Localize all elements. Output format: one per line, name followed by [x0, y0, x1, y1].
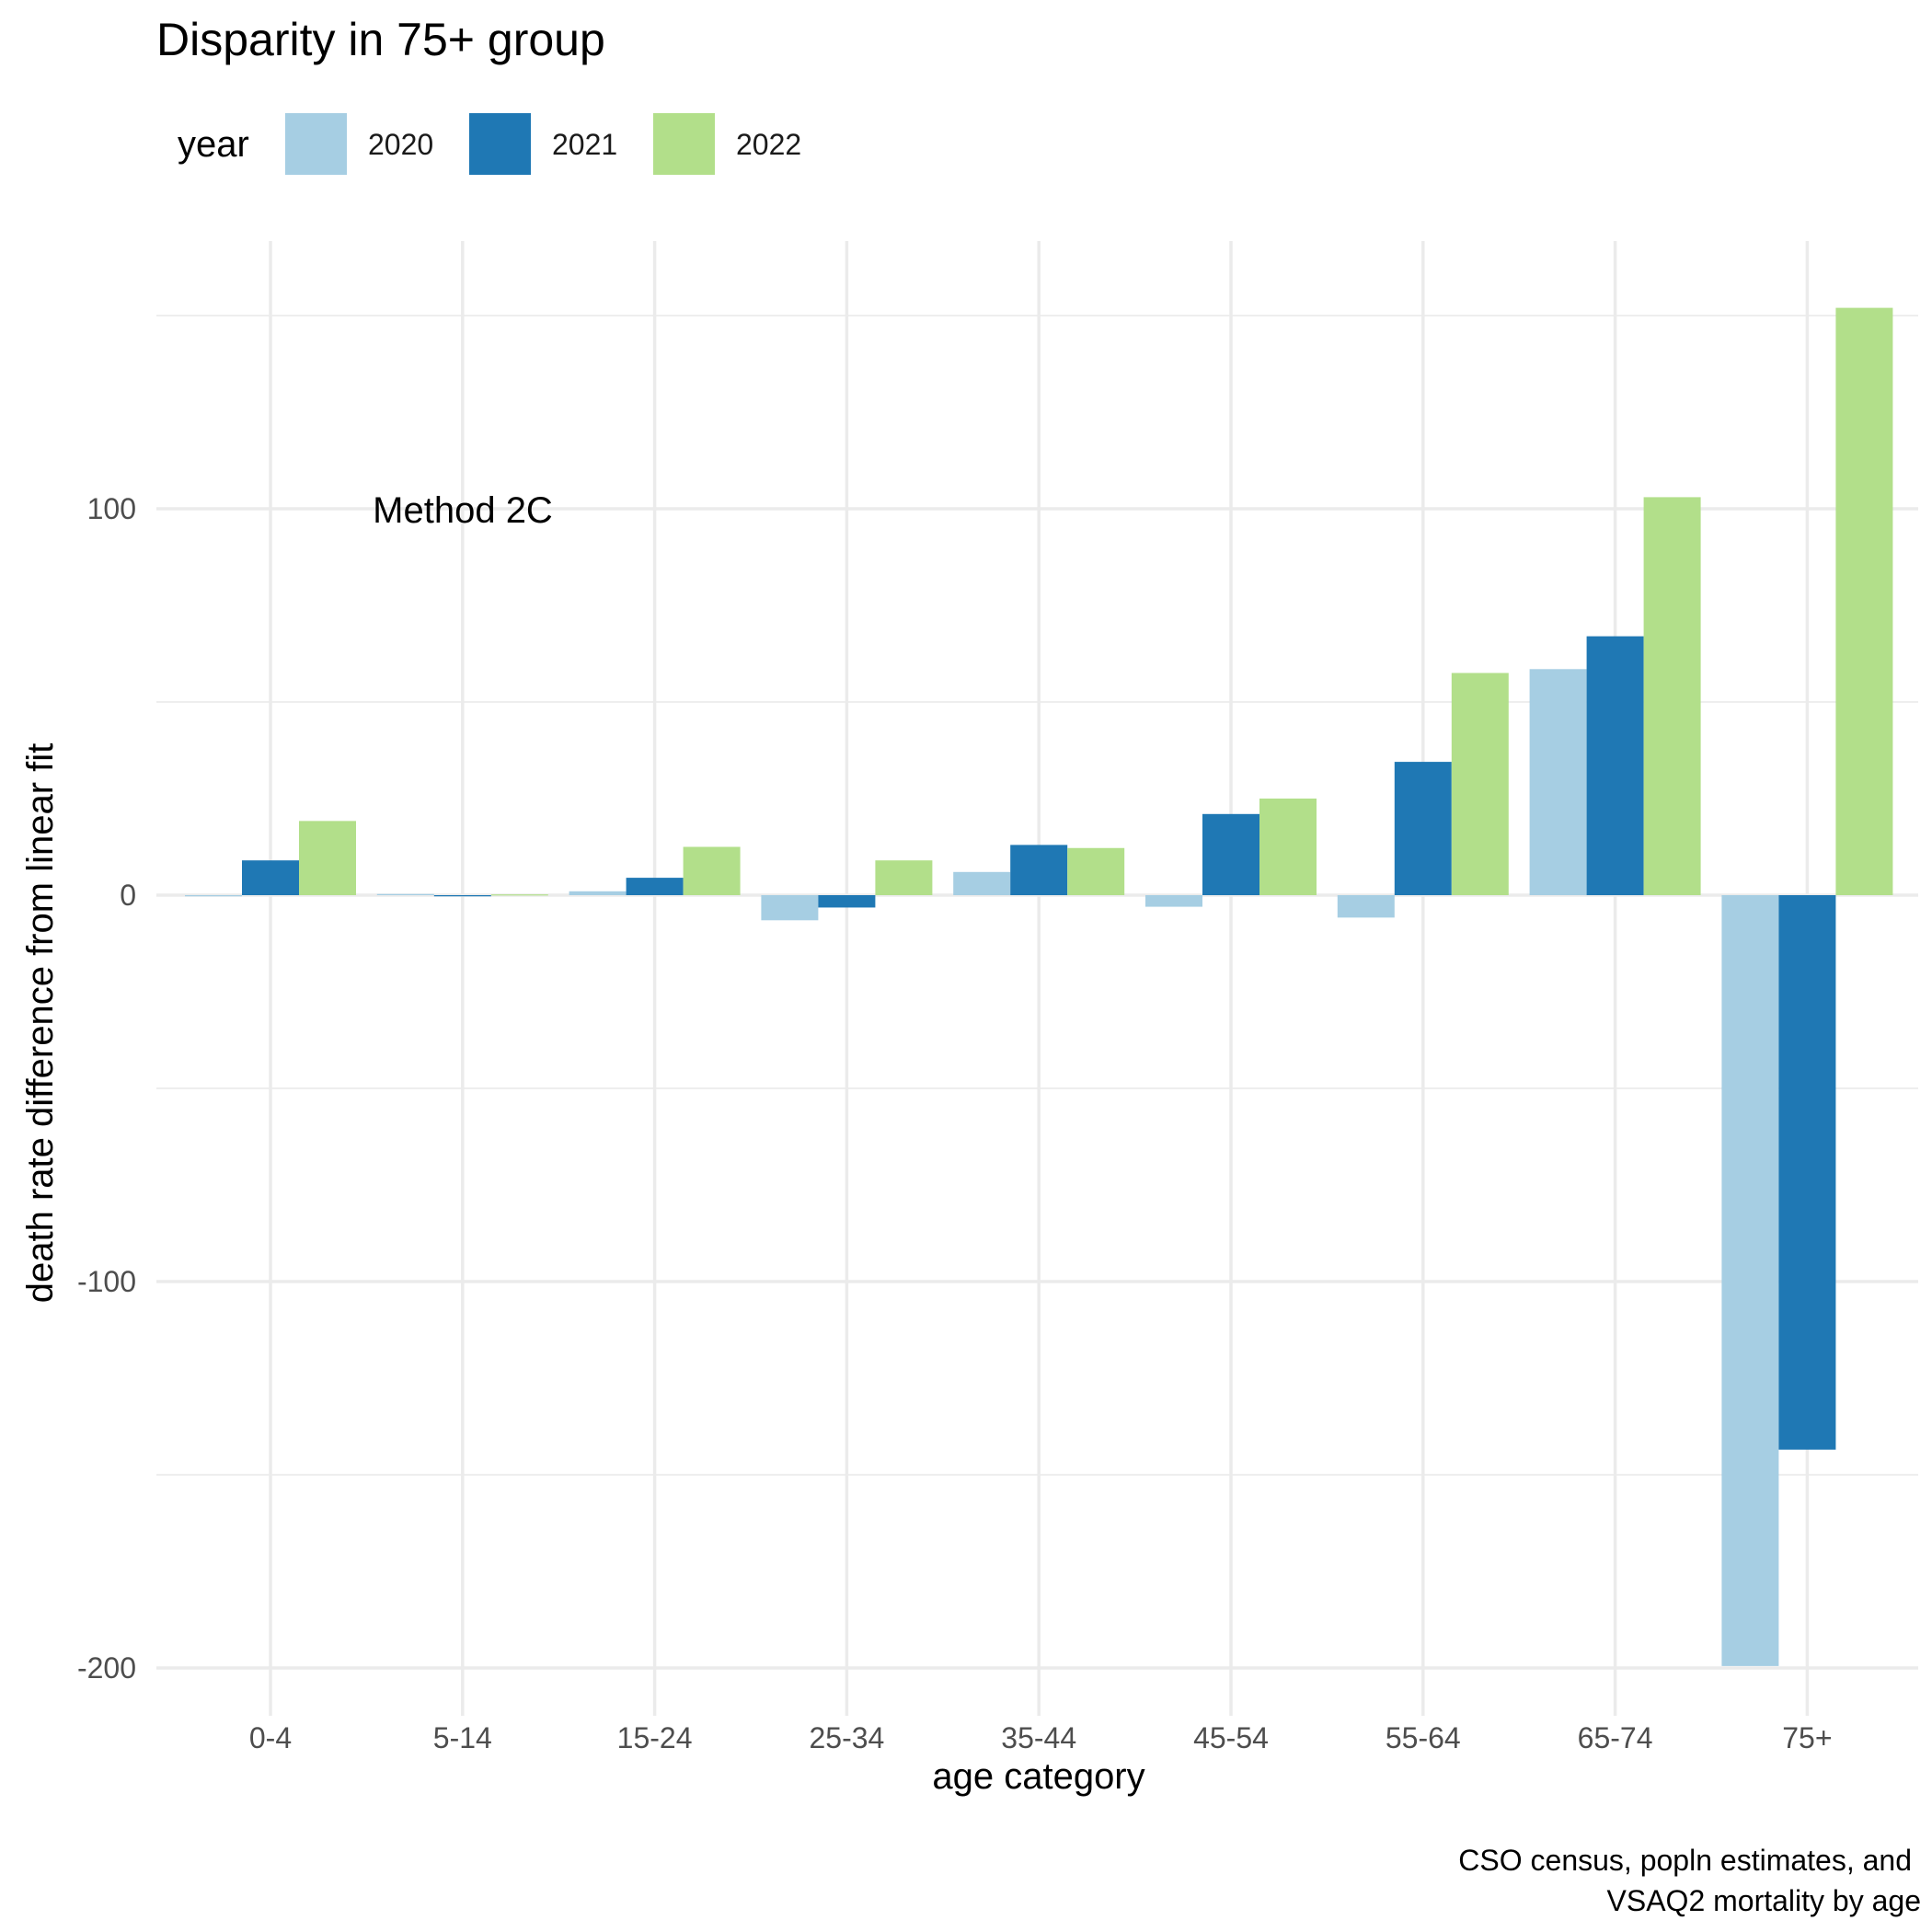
y-tick-label: 100 [87, 492, 136, 525]
bar-2022-35-44 [1067, 847, 1125, 895]
bar-2021-5-14 [433, 895, 491, 897]
y-tick-label: 0 [120, 879, 136, 912]
x-tick-label: 25-34 [809, 1721, 884, 1754]
bar-2020-75+ [1721, 895, 1779, 1666]
bar-2020-35-44 [953, 871, 1011, 895]
bar-2022-25-34 [875, 860, 933, 895]
bar-2022-0-4 [299, 821, 356, 895]
legend-key-2022 [653, 113, 715, 175]
x-tick-label: 0-4 [249, 1721, 292, 1754]
bar-2020-25-34 [761, 895, 819, 921]
plot-area: -200 -100 0 100 0-4 5-14 15-24 25-34 35-44 45-54 5… [77, 241, 1918, 1754]
caption-line-1: CSO census, popln estimates, and [1458, 1844, 1912, 1877]
bar-2020-65-74 [1529, 669, 1587, 895]
bar-2022-15-24 [683, 846, 741, 895]
bar-2021-15-24 [626, 878, 684, 895]
x-tick-label: 5-14 [433, 1721, 492, 1754]
bar-2020-55-64 [1337, 895, 1395, 918]
legend-label-2021: 2021 [552, 128, 617, 161]
x-axis-label: age category [932, 1756, 1144, 1797]
bar-2022-45-54 [1259, 799, 1317, 895]
x-tick-label: 55-64 [1386, 1721, 1461, 1754]
bar-2021-25-34 [818, 895, 876, 908]
y-axis-label: death rate difference from linear fit [20, 743, 61, 1303]
bar-2022-5-14 [490, 894, 548, 896]
bar-2021-55-64 [1394, 762, 1452, 895]
y-tick-label: -100 [77, 1265, 136, 1298]
bar-2021-35-44 [1010, 845, 1068, 895]
bar-2021-45-54 [1202, 813, 1259, 895]
bar-2020-5-14 [376, 893, 434, 895]
legend-label-2020: 2020 [368, 128, 433, 161]
legend-title: year [178, 124, 249, 165]
bar-2022-65-74 [1643, 497, 1701, 895]
x-tick-label: 65-74 [1578, 1721, 1653, 1754]
bar-2020-0-4 [185, 895, 242, 897]
chart-title: Disparity in 75+ group [156, 14, 605, 65]
bar-2021-65-74 [1586, 636, 1644, 895]
caption-line-2: VSAQ2 mortality by age [1607, 1884, 1921, 1917]
bar-2022-75+ [1835, 307, 1893, 896]
bar-2021-75+ [1778, 895, 1836, 1450]
y-tick-label: -200 [77, 1651, 136, 1685]
bar-2021-0-4 [242, 860, 299, 895]
bar-2020-45-54 [1145, 895, 1202, 907]
legend-label-2022: 2022 [736, 128, 801, 161]
x-tick-label: 45-54 [1193, 1721, 1269, 1754]
bar-2020-15-24 [569, 891, 627, 895]
x-tick-label: 75+ [1782, 1721, 1832, 1754]
x-tick-label: 15-24 [617, 1721, 693, 1754]
legend: year 2020 2021 2022 [178, 113, 801, 175]
x-tick-label: 35-44 [1001, 1721, 1076, 1754]
bar-2022-55-64 [1451, 673, 1509, 895]
annotation-method: Method 2C [373, 490, 553, 531]
legend-key-2020 [285, 113, 347, 175]
legend-key-2021 [469, 113, 531, 175]
